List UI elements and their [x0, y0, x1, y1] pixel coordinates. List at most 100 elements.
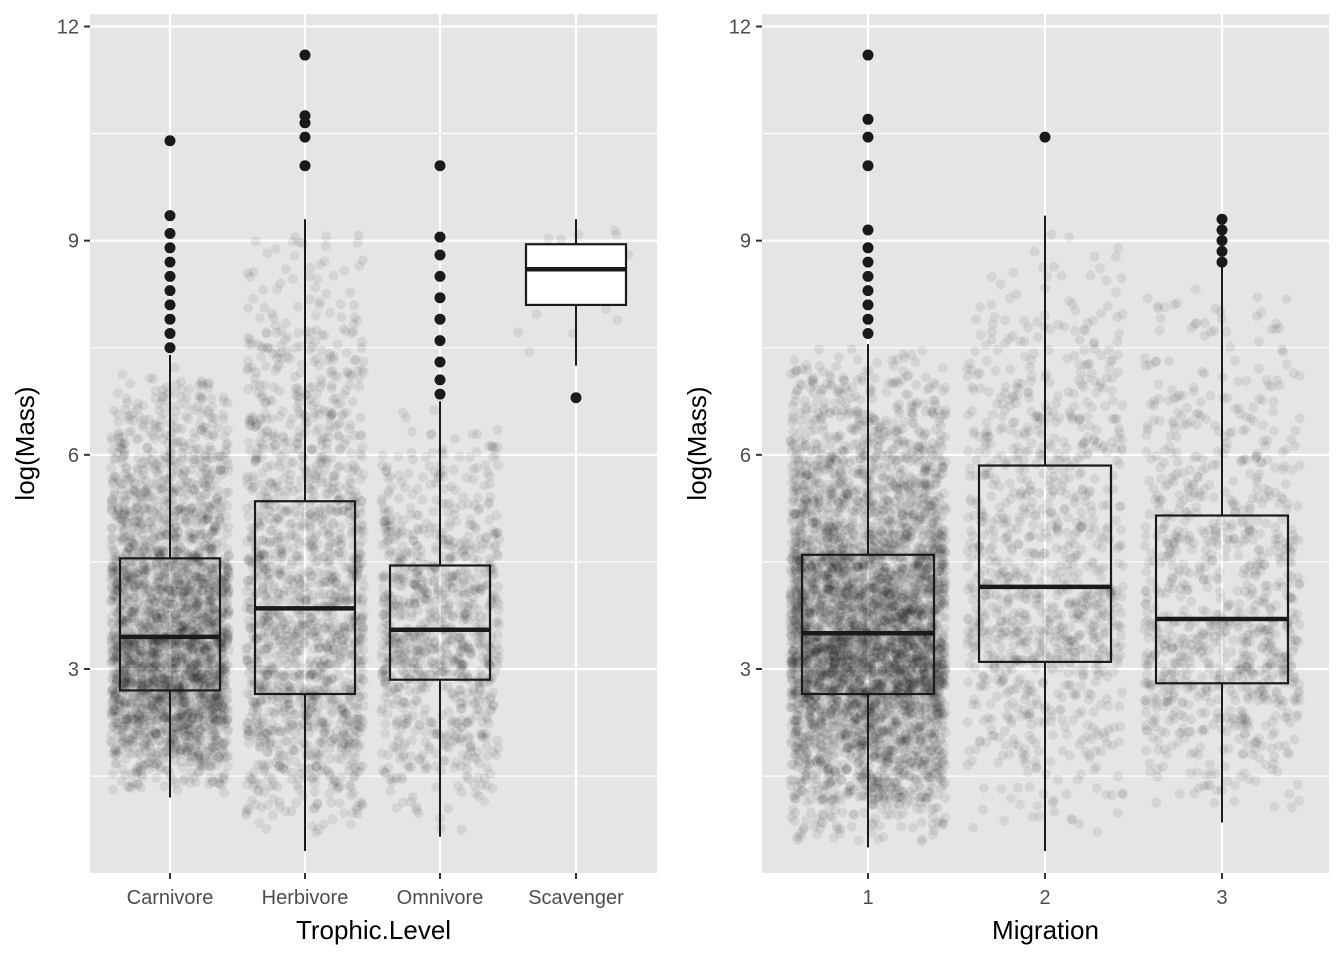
jitter-point [413, 525, 424, 536]
jitter-point [155, 517, 166, 527]
jitter-point [151, 772, 162, 783]
jitter-point [107, 473, 118, 484]
jitter-point [207, 723, 218, 734]
jitter-point [243, 730, 254, 741]
jitter-point [107, 494, 118, 505]
jitter-point [176, 711, 186, 722]
jitter-point [256, 731, 267, 742]
jitter-point [355, 508, 366, 519]
jitter-point [146, 693, 157, 704]
jitter-point [246, 795, 257, 806]
jitter-point [199, 644, 210, 655]
jitter-point [346, 790, 356, 801]
jitter-point [154, 454, 165, 465]
jitter-point [176, 447, 187, 458]
jitter-point [119, 490, 130, 501]
jitter-point [209, 616, 220, 627]
jitter-point [392, 695, 403, 705]
jitter-point [195, 752, 205, 763]
jitter-point [153, 584, 164, 595]
jitter-point [210, 715, 221, 726]
jitter-point [381, 515, 391, 526]
jitter-point [185, 707, 195, 718]
jitter-point [188, 605, 199, 616]
jitter-point [203, 779, 214, 790]
jitter-point [182, 557, 193, 568]
jitter-point [188, 712, 199, 723]
jitter-point [107, 696, 118, 707]
jitter-point [261, 327, 272, 338]
jitter-point [177, 762, 188, 773]
jitter-point [187, 477, 198, 488]
jitter-point [107, 445, 118, 456]
jitter-point [278, 432, 289, 443]
jitter-point [170, 511, 181, 522]
jitter-point [133, 748, 144, 759]
jitter-point [116, 694, 127, 705]
jitter-point [106, 736, 117, 747]
jitter-point [287, 274, 298, 285]
jitter-point [184, 505, 195, 516]
jitter-point [242, 479, 253, 490]
jitter-point [211, 493, 222, 504]
jitter-point [201, 596, 212, 607]
jitter-point [443, 706, 454, 717]
jitter-point [326, 797, 337, 808]
jitter-point [316, 435, 327, 446]
jitter-point [120, 532, 130, 543]
jitter-point [142, 523, 153, 534]
jitter-point [428, 506, 439, 517]
jitter-point [137, 651, 148, 662]
jitter-point [114, 697, 124, 708]
jitter-point [457, 698, 467, 709]
jitter-point [407, 426, 418, 437]
jitter-point [177, 452, 188, 463]
jitter-point [182, 611, 193, 622]
jitter-point [304, 271, 315, 282]
jitter-point [147, 703, 158, 714]
jitter-point [444, 517, 455, 528]
jitter-point [127, 778, 138, 789]
jitter-point [222, 398, 233, 408]
jitter-point [219, 655, 230, 666]
jitter-point [106, 495, 117, 506]
jitter-point [108, 405, 119, 416]
jitter-point [111, 632, 121, 643]
jitter-point [125, 666, 136, 677]
jitter-point [138, 578, 149, 589]
jitter-point [137, 661, 148, 672]
jitter-point [124, 748, 135, 758]
jitter-point [350, 463, 361, 474]
jitter-point [307, 694, 318, 705]
jitter-point [324, 753, 335, 764]
jitter-point [222, 544, 233, 555]
jitter-point [187, 663, 198, 674]
jitter-point [195, 734, 206, 745]
jitter-point [107, 768, 118, 779]
jitter-point [133, 703, 144, 714]
jitter-point [189, 667, 200, 678]
jitter-point [155, 764, 166, 775]
jitter-point [414, 755, 425, 766]
jitter-point [161, 581, 172, 592]
jitter-point [165, 561, 176, 572]
jitter-point [223, 465, 234, 476]
jitter-point [328, 370, 339, 381]
jitter-point [145, 626, 156, 637]
jitter-point [169, 362, 180, 373]
jitter-point [248, 697, 259, 708]
jitter-point [185, 672, 196, 683]
jitter-point [193, 390, 204, 401]
jitter-point [441, 499, 452, 510]
jitter-point [158, 434, 168, 445]
jitter-point [151, 758, 162, 769]
jitter-point [376, 460, 387, 471]
jitter-point [173, 690, 184, 701]
jitter-point [122, 411, 133, 422]
jitter-point [194, 706, 205, 717]
jitter-point [110, 551, 121, 562]
jitter-point [126, 471, 137, 482]
jitter-point [254, 313, 265, 323]
jitter-point [107, 617, 118, 628]
jitter-point [307, 485, 318, 496]
